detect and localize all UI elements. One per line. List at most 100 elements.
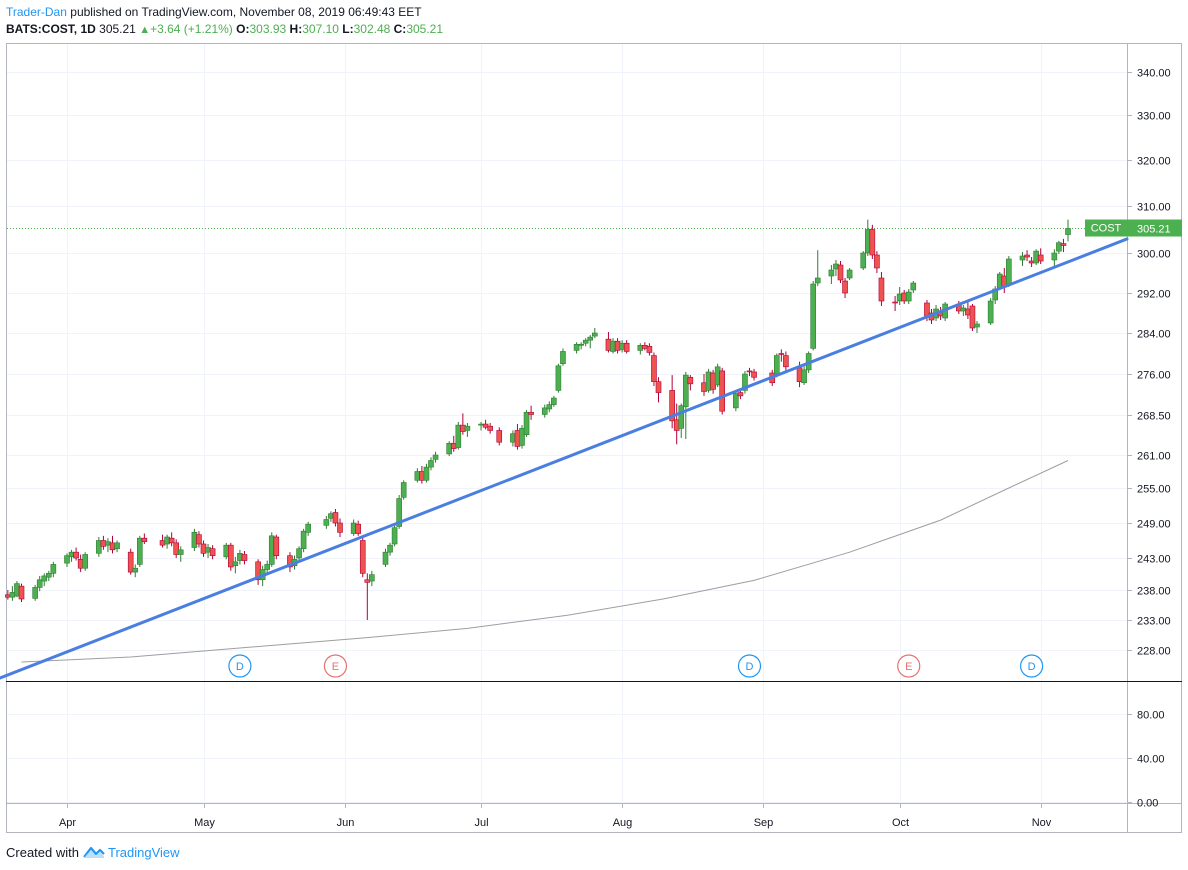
dividend-marker: D xyxy=(1019,654,1044,678)
candle-body xyxy=(137,537,143,565)
candle-body xyxy=(1006,258,1012,286)
candle-body xyxy=(837,264,844,281)
candle-body xyxy=(519,428,525,446)
price-tick-label: 310.00 xyxy=(1137,202,1171,214)
price-tag-symbol-box xyxy=(1085,219,1127,237)
open-label: O: xyxy=(236,22,250,36)
candle-body xyxy=(646,346,653,353)
candle-down xyxy=(482,419,489,430)
candle-up xyxy=(232,556,239,574)
candle-up xyxy=(132,564,139,578)
price-tick-label: 300.00 xyxy=(1137,249,1171,261)
symbol-label: BATS:COST, 1D xyxy=(6,22,96,36)
candle-body xyxy=(45,573,52,578)
candle-up xyxy=(1019,252,1026,266)
candle-body xyxy=(869,229,876,256)
candle-body xyxy=(191,532,198,548)
candle-up xyxy=(455,421,462,450)
candle-down xyxy=(842,278,848,298)
candle-up xyxy=(637,343,644,355)
candle-up xyxy=(578,342,584,350)
candle-body xyxy=(359,540,366,574)
low-value: 302.48 xyxy=(353,22,391,36)
candle-up xyxy=(300,528,307,553)
dividend-marker: D xyxy=(228,654,252,678)
candle-body xyxy=(974,323,980,328)
candle-up xyxy=(400,480,407,500)
candle-body xyxy=(810,283,817,349)
candle-body xyxy=(300,530,307,549)
candle-body xyxy=(687,376,694,385)
trend-line[interactable] xyxy=(0,237,1129,681)
candle-body xyxy=(96,540,102,554)
candle-body xyxy=(241,554,248,561)
time-tick-label: May xyxy=(194,817,215,829)
last-price: 305.21 xyxy=(99,22,136,36)
candle-body xyxy=(1065,228,1071,235)
price-tick-label: 228.00 xyxy=(1137,646,1171,658)
dividend-marker-label: D xyxy=(1028,661,1036,673)
candle-down xyxy=(127,548,134,575)
candle-body xyxy=(332,512,339,524)
candle-body xyxy=(50,564,57,574)
ohlc-line: BATS:COST, 1D 305.21 ▲+3.64 (+1.21%) O:3… xyxy=(6,22,1176,38)
price-tag-value-box xyxy=(1127,219,1182,237)
candle-body xyxy=(232,561,239,566)
candle-body xyxy=(751,371,757,378)
earnings-marker-circle xyxy=(897,654,921,678)
candle-up xyxy=(82,552,88,571)
candle-down xyxy=(168,532,175,547)
candle-body xyxy=(105,541,111,546)
candle-up xyxy=(828,265,835,284)
candle-down xyxy=(355,520,362,536)
candle-up xyxy=(1051,249,1058,267)
candle-down xyxy=(969,304,976,331)
candle-up xyxy=(32,584,38,601)
price-axis[interactable]: 340.00 330.00 320.00 310.00 300.00 292.00 284.… xyxy=(1127,68,1171,658)
candle-body xyxy=(36,579,43,588)
candle-up xyxy=(369,570,375,587)
candle-up xyxy=(555,363,562,393)
candle-up xyxy=(464,423,471,437)
candle-body xyxy=(396,498,402,527)
publish-line: Trader-Dan published on TradingView.com,… xyxy=(6,5,1176,20)
price-tag-value: 305.21 xyxy=(1137,224,1171,236)
candle-down xyxy=(1037,248,1044,264)
candle-up xyxy=(50,561,57,578)
tradingview-link[interactable]: TradingView xyxy=(108,845,180,860)
candle-body xyxy=(910,282,917,291)
footer: Created with TradingView xyxy=(6,845,180,862)
candle-body xyxy=(264,564,271,570)
candle-up xyxy=(814,250,821,286)
candle-down xyxy=(878,272,885,306)
candle-body xyxy=(1028,260,1035,264)
candle-body xyxy=(892,301,898,304)
time-tick-label: Sep xyxy=(754,817,774,829)
candle-down xyxy=(646,343,653,356)
price-tick-label: 276.00 xyxy=(1137,370,1171,382)
candle-body xyxy=(682,374,689,408)
candle-body xyxy=(18,585,25,600)
candle-up xyxy=(810,281,817,351)
candle-body xyxy=(296,548,302,559)
candle-up xyxy=(41,573,48,587)
candle-body xyxy=(432,454,439,460)
author-link[interactable]: Trader-Dan xyxy=(6,5,67,19)
candle-body xyxy=(541,407,548,415)
candle-down xyxy=(783,351,789,371)
candle-up xyxy=(36,575,43,592)
candle-body xyxy=(773,355,780,375)
candle-body xyxy=(546,404,553,410)
candle-down xyxy=(746,367,753,377)
dividend-marker-circle xyxy=(737,654,762,678)
candle-body xyxy=(623,342,630,352)
low-label: L: xyxy=(342,22,354,36)
candle-body xyxy=(814,277,821,284)
candle-body xyxy=(778,353,785,355)
candle-body xyxy=(528,411,534,415)
candle-body xyxy=(228,544,234,568)
price-tick-label: 292.00 xyxy=(1137,289,1171,301)
time-axis[interactable]: Apr May Jun Jul Aug Sep Oct Nov xyxy=(59,803,1052,829)
candle-down xyxy=(669,375,675,429)
